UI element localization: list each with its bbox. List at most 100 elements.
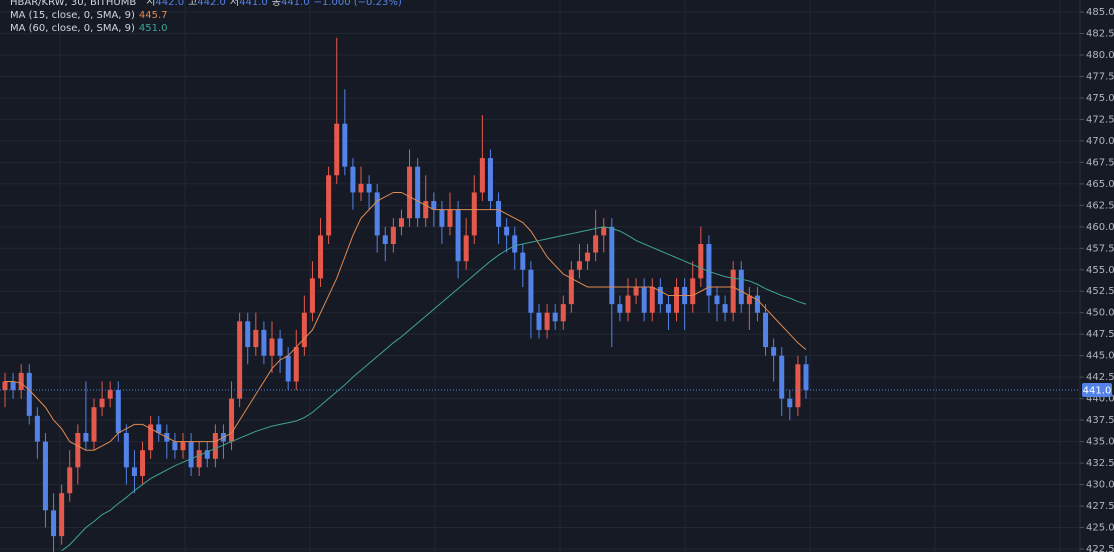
- ohlc-value: 441.0: [239, 0, 268, 8]
- symbol: HBAR/KRW, 30, BITHUMB: [10, 0, 136, 8]
- candle-body: [439, 209, 445, 227]
- y-tick-label: 457.5: [1086, 243, 1114, 254]
- candle-body: [131, 467, 137, 476]
- y-tick-label: 465.0: [1086, 179, 1114, 190]
- candle-body: [212, 433, 218, 459]
- candle-body: [269, 338, 275, 356]
- candle-body: [342, 123, 348, 167]
- candle-body: [738, 269, 744, 305]
- candle-body: [520, 252, 526, 270]
- candle-body: [471, 192, 477, 236]
- ohlc-value: 441.0: [281, 0, 310, 8]
- candle-body: [390, 226, 396, 244]
- candle-body: [180, 441, 186, 451]
- candle-body: [423, 201, 429, 219]
- candle-body: [544, 312, 550, 330]
- y-tick-label: 452.5: [1086, 286, 1114, 297]
- candle-body: [382, 235, 388, 244]
- candle-body: [698, 243, 704, 279]
- legend-value: 451.0: [139, 23, 168, 34]
- y-tick-label: 455.0: [1086, 265, 1114, 276]
- candle-body: [148, 424, 154, 451]
- y-tick-label: 445.0: [1086, 351, 1114, 362]
- candle-body: [350, 166, 356, 193]
- candle-body: [795, 364, 801, 408]
- candle-body: [706, 243, 712, 296]
- candle-body: [754, 295, 760, 313]
- candle-body: [318, 235, 324, 279]
- candle-body: [237, 321, 243, 399]
- candle-body: [261, 329, 267, 356]
- candle-body: [512, 235, 518, 253]
- legend-value: 445.7: [139, 10, 168, 21]
- y-tick-label: 462.5: [1086, 200, 1114, 211]
- candle-body: [293, 347, 299, 382]
- candle-body: [156, 424, 162, 434]
- y-tick-label: 475.0: [1086, 93, 1114, 104]
- candle-body: [115, 390, 121, 434]
- y-tick-label: 430.0: [1086, 480, 1114, 491]
- candle-body: [560, 304, 566, 322]
- candle-body: [657, 286, 663, 305]
- candle-body: [576, 261, 582, 270]
- candle-body: [366, 183, 372, 193]
- y-tick-label: 482.5: [1086, 29, 1114, 40]
- price-label: 441.0: [1083, 386, 1112, 397]
- candle-body: [803, 364, 809, 391]
- candle-body: [746, 295, 752, 305]
- ohlc-value: 442.0: [197, 0, 226, 8]
- candle-body: [75, 433, 81, 468]
- candle-body: [59, 493, 65, 537]
- y-tick-label: 437.5: [1086, 415, 1114, 426]
- y-tick-label: 460.0: [1086, 222, 1114, 233]
- candle-body: [229, 398, 235, 442]
- legend-name: MA (15, close, 0, SMA, 9): [10, 10, 135, 21]
- candle-body: [633, 286, 639, 296]
- candle-body: [253, 329, 259, 348]
- candle-body: [625, 295, 631, 313]
- candle-body: [123, 433, 129, 468]
- candle-body: [447, 209, 453, 227]
- candle-body: [99, 398, 105, 408]
- y-tick-label: 477.5: [1086, 71, 1114, 82]
- candle-body: [140, 450, 146, 476]
- vertical-grid: [59, 0, 1061, 552]
- candle-body: [374, 192, 380, 236]
- candle-body: [617, 304, 623, 313]
- candle-body: [326, 175, 332, 236]
- ma-line: [61, 226, 807, 552]
- candle-body: [204, 450, 210, 459]
- candle-body: [674, 286, 680, 313]
- y-tick-label: 435.0: [1086, 437, 1114, 448]
- candle-body: [398, 218, 404, 227]
- price-label-box: [1082, 383, 1112, 398]
- candle-body: [415, 166, 421, 219]
- y-tick-label: 485.0: [1086, 7, 1114, 18]
- candle-body: [358, 183, 364, 193]
- candle-body: [763, 312, 769, 348]
- candle-body: [649, 286, 655, 313]
- candle-body: [771, 347, 777, 356]
- candle-body: [641, 286, 647, 313]
- ohlc-label: 저: [230, 0, 239, 8]
- candle-body: [10, 381, 16, 391]
- y-tick-label: 422.5: [1086, 544, 1114, 552]
- candle-body: [301, 312, 307, 348]
- candle-body: [504, 226, 510, 236]
- candle-body: [51, 510, 57, 537]
- candle-body: [407, 166, 413, 219]
- candle-body: [245, 321, 251, 348]
- candle-body: [285, 355, 291, 382]
- y-tick-label: 467.5: [1086, 157, 1114, 168]
- candle-body: [334, 123, 340, 176]
- y-tick-label: 447.5: [1086, 329, 1114, 340]
- candle-body: [601, 226, 607, 236]
- candle-body: [309, 278, 315, 313]
- ma-line: [5, 191, 807, 451]
- legend-symbol-row: HBAR/KRW, 30, BITHUMB 시442.0 고442.0 저441.0 종…: [10, 0, 402, 8]
- candle-body: [2, 381, 8, 391]
- candle-body: [34, 415, 40, 442]
- legend-ma-row: MA (15, close, 0, SMA, 9) 445.7: [10, 10, 168, 21]
